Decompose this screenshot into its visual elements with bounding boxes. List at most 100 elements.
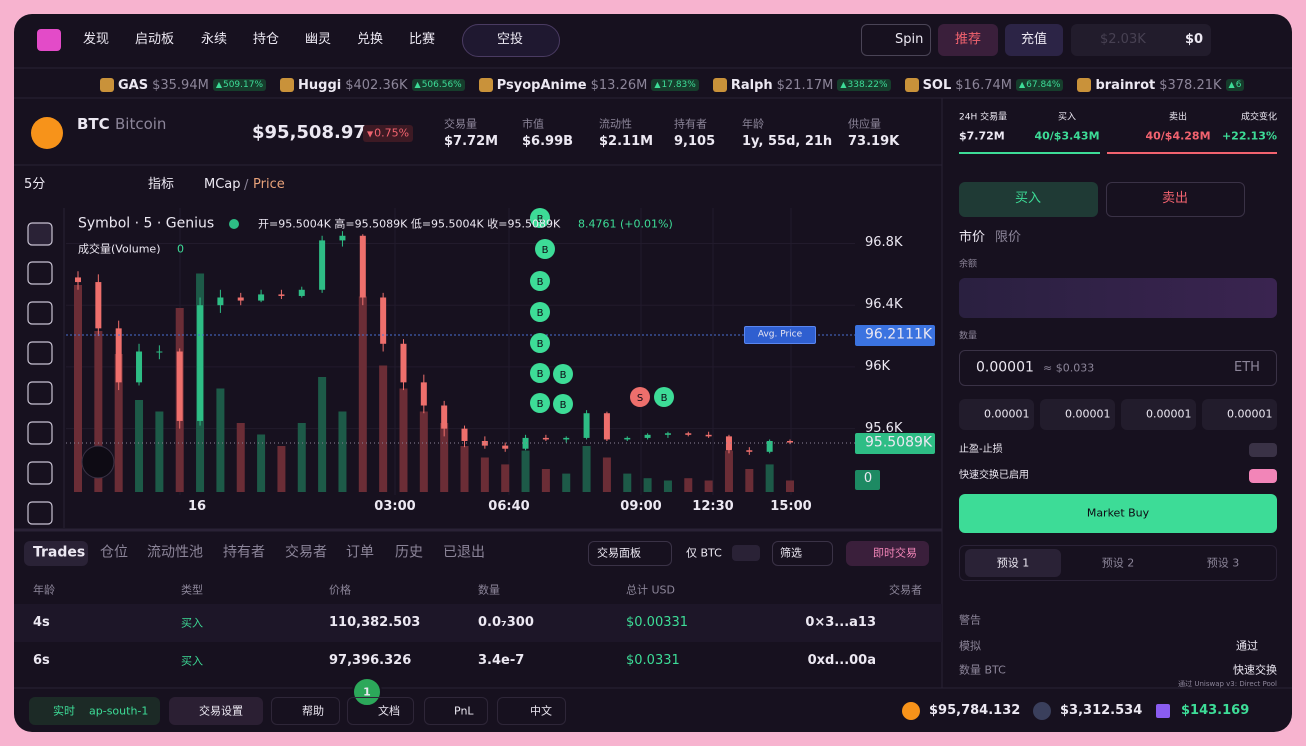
- balance-input[interactable]: [959, 278, 1277, 318]
- ticker-change: 509.17%: [212, 79, 267, 91]
- deposit-button[interactable]: [1005, 24, 1063, 56]
- nav-item[interactable]: 比赛: [409, 32, 436, 48]
- live-pill[interactable]: [29, 697, 160, 725]
- volume-bar: [135, 400, 144, 492]
- price-toggle[interactable]: Price: [253, 177, 285, 193]
- candle-body: [664, 433, 671, 435]
- volume-bar: [480, 457, 489, 492]
- ticker-item[interactable]: Huggi$402.36K506.56%: [280, 78, 465, 93]
- volume-bar: [399, 388, 408, 492]
- preset-chip[interactable]: [1202, 399, 1277, 430]
- volume-bar: [297, 423, 306, 492]
- fast-toggle[interactable]: [1249, 469, 1277, 483]
- buy-tab[interactable]: [959, 182, 1098, 217]
- settings-pill[interactable]: [169, 697, 263, 725]
- tab[interactable]: 持有者: [223, 544, 265, 561]
- lang-pill[interactable]: [497, 697, 566, 725]
- preset-tab[interactable]: 预设 1: [996, 556, 1030, 570]
- airdrop-pill[interactable]: [462, 24, 560, 57]
- filter: 筛选: [780, 546, 802, 560]
- token-symbol: BTC: [77, 115, 110, 133]
- nav-item[interactable]: 兑换: [357, 32, 384, 48]
- table-cell: $0.0331: [626, 653, 680, 669]
- nav-item[interactable]: 幽灵: [305, 32, 332, 48]
- referral-button[interactable]: [938, 24, 998, 56]
- tab-selected: [24, 541, 88, 566]
- x-tick-label: 12:30: [692, 499, 734, 515]
- instant-button[interactable]: [846, 541, 929, 566]
- panel-button[interactable]: [588, 541, 672, 566]
- token-price: $95,508.972: [252, 122, 379, 144]
- ticker-item[interactable]: GAS$35.94M509.17%: [100, 78, 267, 93]
- table-header: 交易者: [889, 583, 922, 597]
- table-header: 总计 USD: [626, 583, 676, 597]
- tpsl-toggle[interactable]: [1249, 443, 1277, 457]
- market-buy-button[interactable]: [959, 494, 1277, 533]
- only-btc-toggle[interactable]: [732, 545, 760, 561]
- volume-bar: [501, 464, 510, 492]
- stat-label: 年龄: [742, 117, 764, 131]
- market-tab[interactable]: 市价: [959, 230, 986, 246]
- help-pill[interactable]: [271, 697, 340, 725]
- simulate: 模拟: [959, 639, 981, 653]
- tab[interactable]: 订单: [346, 544, 374, 561]
- tab[interactable]: 流动性池: [147, 544, 203, 561]
- tab[interactable]: Trades: [33, 544, 86, 561]
- nav-item[interactable]: 发现: [83, 32, 110, 48]
- wallet-box[interactable]: [1071, 24, 1211, 56]
- docs-pill[interactable]: [347, 697, 414, 725]
- panel-toggle: 交易面板: [597, 546, 641, 560]
- nav-item[interactable]: 启动板: [135, 32, 175, 48]
- preset-tab[interactable]: 预设 3: [1206, 556, 1240, 570]
- panel-stat-label: 成交变化: [1240, 112, 1277, 123]
- preset-chip[interactable]: [1121, 399, 1196, 430]
- preset-tab[interactable]: 预设 2: [1101, 556, 1135, 570]
- token-icon: [904, 78, 919, 92]
- token-icon: [280, 78, 295, 92]
- ticker-item[interactable]: Ralph$21.17M338.22%: [712, 77, 891, 93]
- pnl-pill[interactable]: [424, 697, 488, 725]
- trade-marker: [553, 394, 573, 414]
- candle-body: [583, 413, 590, 438]
- sell-tab[interactable]: [1106, 182, 1245, 217]
- nav-airdrop[interactable]: 空投: [497, 32, 524, 48]
- spin[interactable]: Spin: [895, 32, 924, 48]
- filter-button[interactable]: [772, 541, 833, 566]
- limit-tab[interactable]: 限价: [995, 230, 1022, 246]
- ticker-item[interactable]: SOL$16.74M67.84%: [904, 77, 1064, 93]
- candle-body: [176, 351, 183, 421]
- tab[interactable]: 历史: [395, 544, 423, 561]
- referral[interactable]: 推荐: [954, 32, 982, 48]
- eth-price: $3,312.534: [1060, 703, 1143, 719]
- tv-logo: [81, 445, 115, 479]
- trade-marker: [553, 364, 573, 384]
- table-cell: 110,382.503: [329, 615, 421, 631]
- nav-item[interactable]: 持仓: [253, 32, 280, 48]
- indicators[interactable]: 指标: [148, 177, 175, 193]
- interval[interactable]: 5分: [24, 177, 46, 193]
- amount-unit: ETH: [1234, 360, 1260, 376]
- volume-bar: [663, 480, 672, 492]
- tab[interactable]: 仓位: [100, 544, 128, 561]
- ticker-bar: GAS$35.94M509.17% Huggi$402.36K506.56% Psy…: [100, 74, 1290, 96]
- mcap-toggle[interactable]: MCap: [204, 177, 241, 193]
- preset-chip[interactable]: [1040, 399, 1115, 430]
- amount-input[interactable]: [959, 350, 1277, 386]
- hidden-balance: $2.03K: [1100, 32, 1146, 48]
- ticker-item[interactable]: PsyopAnime$13.26M17.83%: [478, 78, 699, 93]
- deposit[interactable]: 充值: [1020, 32, 1048, 48]
- spin-button[interactable]: [861, 24, 931, 56]
- volume-bar: [155, 411, 164, 492]
- tab[interactable]: 交易者: [285, 544, 327, 561]
- y-tick-label: 96K: [865, 359, 891, 375]
- preset-chip[interactable]: [959, 399, 1034, 430]
- ticker-name: SOL: [922, 77, 952, 93]
- warning: 警告: [959, 613, 981, 627]
- ticker-name: Ralph: [730, 77, 773, 93]
- table-cell: $0.00331: [626, 615, 689, 631]
- nav-item[interactable]: 永续: [201, 32, 228, 48]
- tab[interactable]: 已退出: [443, 544, 485, 561]
- token-icon: [712, 78, 727, 92]
- ticker-item[interactable]: brainrot$378.21K6: [1077, 78, 1245, 93]
